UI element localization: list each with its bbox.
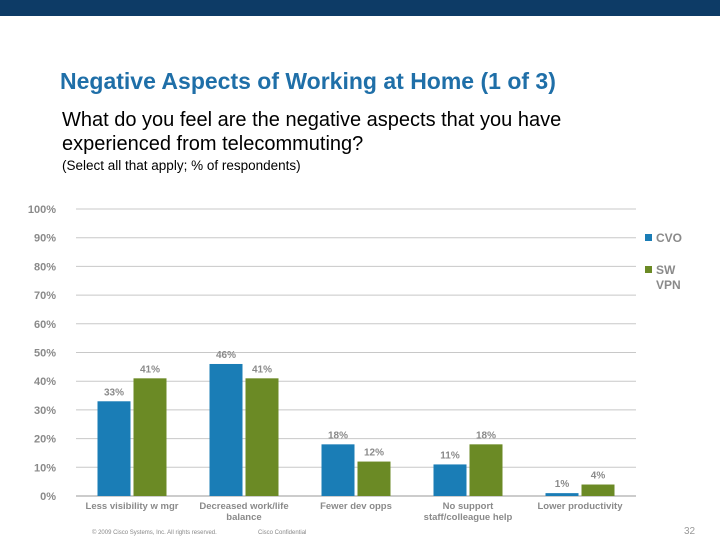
data-label: 11% <box>440 450 460 461</box>
bar <box>321 444 355 496</box>
slide-title: Negative Aspects of Working at Home (1 o… <box>60 68 556 94</box>
data-label: 33% <box>104 387 124 398</box>
category-label: No support <box>443 501 494 512</box>
data-label: 18% <box>476 430 496 441</box>
legend-swatch <box>645 266 652 273</box>
bar <box>97 401 131 496</box>
category-label: Lower productivity <box>538 501 624 512</box>
bar <box>133 378 167 496</box>
category-label: Decreased work/life <box>199 501 288 512</box>
page-number: 32 <box>684 526 696 537</box>
y-tick-label: 70% <box>34 290 56 302</box>
y-tick-label: 60% <box>34 319 56 331</box>
legend-label: CVO <box>656 231 682 245</box>
footer-copyright: © 2009 Cisco Systems, Inc. All rights re… <box>92 530 217 536</box>
bar <box>245 378 279 496</box>
y-tick-label: 50% <box>34 348 56 360</box>
bar <box>581 484 615 496</box>
y-tick-label: 40% <box>34 376 56 388</box>
bar <box>469 444 503 496</box>
bar <box>357 461 391 496</box>
data-label: 18% <box>328 430 348 441</box>
data-label: 1% <box>555 479 570 490</box>
category-label: Fewer dev opps <box>320 501 392 512</box>
y-tick-label: 10% <box>34 462 56 474</box>
y-tick-label: 90% <box>34 233 56 245</box>
data-label: 12% <box>364 448 384 459</box>
data-label: 46% <box>216 350 236 361</box>
y-tick-label: 20% <box>34 434 56 446</box>
survey-note: (Select all that apply; % of respondents… <box>62 158 301 173</box>
survey-question: What do you feel are the negative aspect… <box>62 109 562 155</box>
data-label: 41% <box>140 364 160 375</box>
bar <box>209 363 243 496</box>
category-label: balance <box>226 512 261 523</box>
y-tick-label: 80% <box>34 261 56 273</box>
top-banner <box>0 0 720 16</box>
y-tick-label: 100% <box>28 204 56 216</box>
legend-swatch <box>645 234 652 241</box>
y-tick-label: 30% <box>34 405 56 417</box>
data-label: 41% <box>252 364 272 375</box>
bar <box>545 493 579 496</box>
category-label: Less visibility w mgr <box>86 501 179 512</box>
bar <box>433 464 467 496</box>
category-label: staff/colleague help <box>424 512 513 523</box>
y-tick-label: 0% <box>40 491 56 503</box>
legend-label: SW <box>656 263 676 277</box>
footer-confidential: Cisco Confidential <box>258 530 307 536</box>
bar-chart: 0% 10% 20% 30% 40% 50% 60% 70% 80% 90% 100% 33% 41% L… <box>28 204 682 523</box>
data-label: 4% <box>591 471 606 482</box>
legend-label: VPN <box>656 278 681 292</box>
